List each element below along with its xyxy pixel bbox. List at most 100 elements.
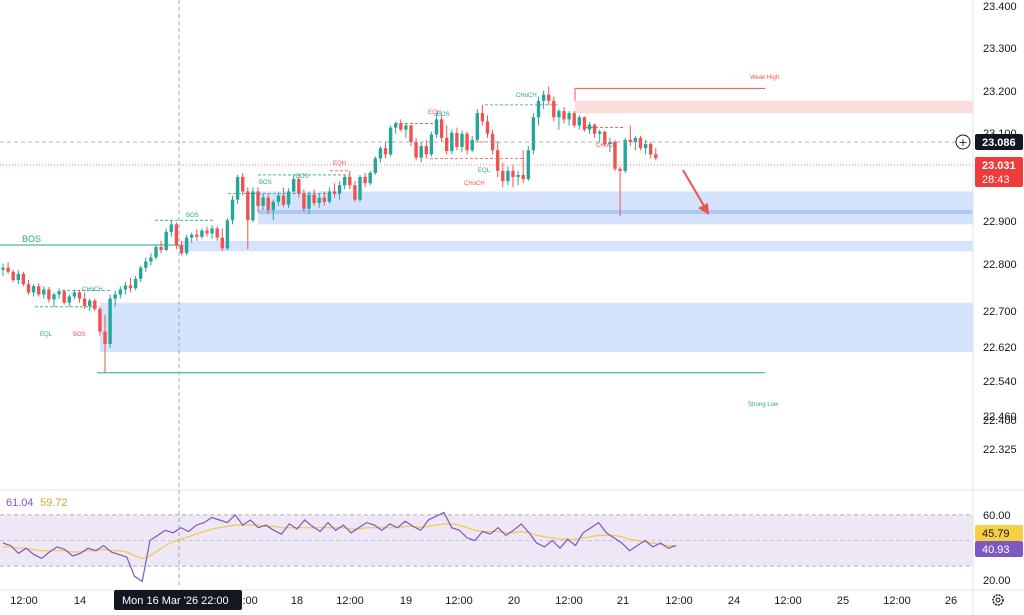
candle-up [200,230,204,237]
settings-gear-icon[interactable] [992,594,1004,606]
candle-up [88,300,92,307]
candle-up [378,148,383,159]
candle-up [225,220,230,249]
demand-zone [180,240,973,252]
candle-down [62,291,66,303]
candle-up [52,294,56,300]
candle-down [572,113,576,126]
candle-down [628,139,632,142]
candle-down [256,191,260,206]
candle-up [169,224,173,232]
candle-down [424,146,428,155]
candle-up [317,197,321,203]
annotation-label: Strong Low [748,402,779,408]
candle-up [144,261,148,268]
candle-up [16,273,20,281]
candle-down [103,331,107,344]
annotation-label: EQL [40,332,53,338]
candle-down [215,228,219,238]
supply-zone [575,100,973,114]
y-axis-tick-label: 22.800 [983,259,1017,271]
candle-up [307,194,311,209]
annotation-label: BOS [296,174,309,180]
candle-up [118,289,122,295]
x-axis-tick-label: 12:00 [445,595,473,607]
y-axis-tick-label: 22.700 [983,306,1017,318]
candle-up [1,267,5,270]
candle-up [184,237,189,254]
y-axis-tick-label: 22.540 [983,376,1017,388]
candle-down [220,237,224,249]
candle-down [521,174,525,180]
demand-mid-zone [258,209,973,215]
y-axis-tick-label: 22.325 [983,444,1017,456]
candle-up [516,174,520,178]
rsi-badge [975,541,1023,557]
candle-down [21,273,26,285]
candle-up [577,117,581,126]
candle-up [42,289,46,295]
candle-up [460,133,464,147]
rsi-line [2,511,677,583]
candle-up [251,191,255,221]
candle-up [608,141,612,145]
candle-down [98,308,102,332]
candle-down [159,247,163,250]
candle-up [643,144,648,149]
candle-down [241,177,245,192]
annotation-label: Weak High [750,75,779,81]
gear-outer [992,594,1004,606]
y-axis-tick-label: 23.400 [983,1,1017,13]
candle-down [93,300,97,309]
plus-icon: + [958,136,967,149]
demand-zone [258,191,973,225]
candle-down [179,245,184,254]
x-axis-tick-label: 20 [508,595,520,607]
crosshair-date-badge [114,590,242,610]
candle-down [445,137,449,152]
candle-down [592,124,597,134]
annotation-label: CHoCH [464,181,485,187]
candle-up [394,123,398,128]
candle-up [230,199,235,221]
candle-up [210,228,214,234]
current-price-label: 23.031 [982,160,1016,172]
candle-down [47,289,51,300]
candle-down [603,131,607,145]
x-axis-tick-label: 26 [945,595,957,607]
candle-up [154,247,158,258]
annotation-label: EQL [478,168,491,174]
current-price-badge [975,157,1023,187]
candle-up [343,177,347,186]
candle-down [363,177,367,184]
annotation-label: EQH [428,110,441,116]
annotation-label: CHoCH [82,287,103,293]
candle-up [133,278,138,289]
y-axis-tick-label: 22.460 [983,411,1017,423]
candle-down [11,271,15,281]
annotation-label: BOS [186,213,199,219]
candle-up [429,134,434,155]
candle-up [633,137,638,142]
forecast-arrowhead [698,203,709,215]
x-axis-tick-label: 12:00 [10,595,38,607]
candle-up [72,292,77,297]
candle-up [139,267,143,279]
candle-up [276,195,281,202]
candle-up [373,158,377,173]
x-axis-tick-label: 12:00 [774,595,802,607]
annotation-label: BOS [437,112,450,118]
candle-up [470,139,474,151]
candle-down [638,137,643,149]
candle-up [113,294,117,299]
rsi-ma-value-header: 59.72 [40,497,68,509]
rsi-axis-tick-label: 20.00 [983,575,1011,587]
countdown-label: 28:43 [982,174,1010,186]
y-axis-tick-label: 22.620 [983,342,1017,354]
gear-inner [995,597,1001,603]
candle-up [31,286,36,293]
candle-up [598,131,602,134]
rsi-panel: 61.04 59.72 [0,497,973,583]
x-axis-tick-label: 25 [837,595,849,607]
